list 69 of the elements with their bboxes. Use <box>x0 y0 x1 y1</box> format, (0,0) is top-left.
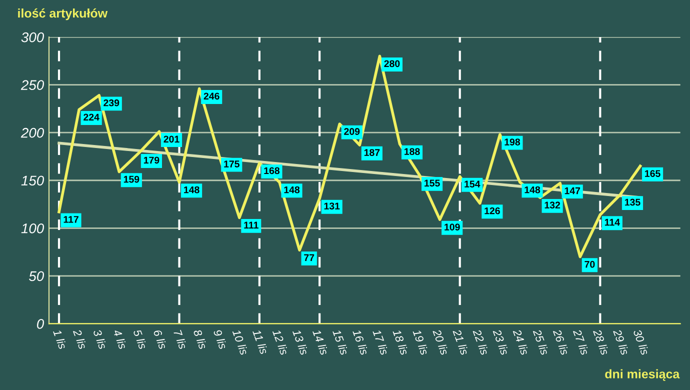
x-tick-label: 17 lis <box>372 328 389 356</box>
x-tick-label: 25 lis <box>532 328 550 356</box>
data-label: 148 <box>284 186 300 194</box>
x-tick-label: 10 lis <box>232 328 249 356</box>
data-label: 147 <box>564 187 580 194</box>
y-tick-label: 300 <box>21 32 44 42</box>
data-label: 175 <box>224 160 240 168</box>
x-tick-label: 8 lis <box>193 328 208 350</box>
data-label: 148 <box>184 186 200 194</box>
data-label: 168 <box>264 167 280 174</box>
data-label: 155 <box>424 180 440 187</box>
data-label: 246 <box>204 92 220 100</box>
x-tick-label: 23 lis <box>492 328 510 356</box>
data-label: 239 <box>104 99 120 106</box>
x-tick-label: 22 lis <box>472 328 490 356</box>
data-label: 132 <box>544 202 560 209</box>
x-tick-label: 7 lis <box>173 330 188 350</box>
x-tick-label: 16 lis <box>352 328 369 356</box>
data-label: 280 <box>384 60 400 68</box>
x-tick-label: 1 lis <box>52 328 68 350</box>
data-label: 77 <box>304 254 314 261</box>
x-tick-label: 26 lis <box>552 328 570 356</box>
data-label: 117 <box>64 216 78 223</box>
data-label: 135 <box>624 198 640 206</box>
y-tick-label: 200 <box>20 128 44 138</box>
x-tick-label: 18 lis <box>392 328 409 356</box>
x-tick-label: 14 lis <box>312 328 329 356</box>
x-tick-label: 19 lis <box>412 328 430 356</box>
data-label: 126 <box>484 207 500 214</box>
data-label: 179 <box>144 156 160 164</box>
data-label: 198 <box>504 138 520 146</box>
y-tick-label: 150 <box>21 176 44 186</box>
y-tick-label: 250 <box>20 80 44 90</box>
data-label: 165 <box>645 170 660 177</box>
x-tick-label: 11 lis <box>252 328 269 355</box>
x-tick-label: 4 lis <box>112 328 128 350</box>
data-label: 109 <box>444 224 460 230</box>
x-tick-label: 29 lis <box>612 328 630 356</box>
data-label: 111 <box>244 222 258 228</box>
y-tick-label: 100 <box>21 223 44 234</box>
data-label: 188 <box>404 148 420 156</box>
x-tick-label: 27 lis <box>572 328 590 356</box>
x-axis-title: dni miesiąca <box>605 369 680 381</box>
x-tick-label: 28 lis <box>592 328 610 356</box>
x-tick-label: 12 lis <box>272 328 289 356</box>
x-tick-label: 15 lis <box>332 328 349 356</box>
data-label: 224 <box>84 114 100 121</box>
x-tick-label: 20 lis <box>432 328 450 356</box>
y-tick-label: 50 <box>28 271 44 282</box>
x-tick-label: 5 lis <box>133 328 148 350</box>
y-tick-label: 0 <box>37 319 44 329</box>
data-label: 70 <box>584 260 595 268</box>
x-tick-label: 21 lis <box>452 328 470 356</box>
x-tick-label: 2 lis <box>72 328 88 350</box>
data-label: 187 <box>364 149 380 156</box>
data-label: 154 <box>464 180 480 188</box>
x-tick-label: 13 lis <box>292 328 309 356</box>
x-tick-label: 3 lis <box>93 328 108 350</box>
data-label: 159 <box>124 176 140 183</box>
x-tick-label: 30 lis <box>633 328 650 356</box>
data-label: 114 <box>604 218 620 226</box>
data-label: 148 <box>524 186 540 194</box>
x-tick-label: 6 lis <box>153 329 168 350</box>
x-tick-label: 9 lis <box>213 328 228 350</box>
data-label: 131 <box>324 202 340 210</box>
x-tick-label: 24 lis <box>512 328 530 356</box>
y-axis-title: ilość artykułów <box>18 8 108 20</box>
data-label: 209 <box>344 128 360 135</box>
data-label: 201 <box>164 136 180 143</box>
